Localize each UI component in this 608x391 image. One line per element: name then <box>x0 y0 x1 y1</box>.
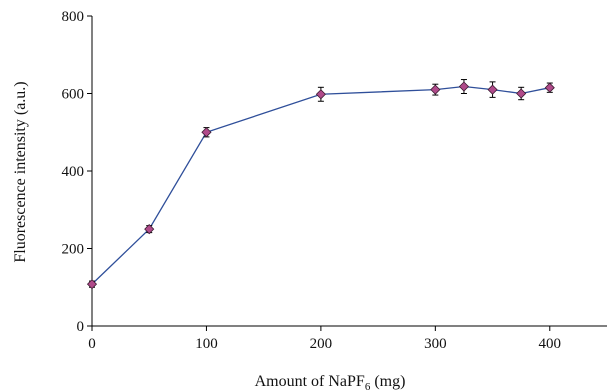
x-axis-title-main: Amount of NaPF <box>255 373 365 390</box>
x-axis-title-suffix: (mg) <box>370 373 405 390</box>
y-tick-label: 0 <box>77 319 85 335</box>
x-tick-label: 100 <box>195 336 218 352</box>
x-tick-label: 0 <box>88 336 96 352</box>
x-tick-label: 400 <box>539 336 562 352</box>
y-tick-label: 200 <box>62 242 85 258</box>
series-group <box>88 80 555 289</box>
y-ticks: 0 200 400 600 800 <box>62 9 93 335</box>
x-axis-title: Amount of NaPF6 (mg) <box>255 373 406 391</box>
y-tick-label: 600 <box>62 87 85 103</box>
data-point <box>488 85 497 94</box>
series-line <box>92 87 550 285</box>
y-tick-label: 800 <box>62 9 85 25</box>
axes <box>92 16 607 326</box>
data-point <box>459 82 468 91</box>
data-point <box>517 89 526 98</box>
data-point <box>202 128 211 137</box>
y-axis-title: Fluorescence intensity (a.u.) <box>12 81 29 262</box>
data-point <box>316 90 325 99</box>
y-tick-label: 400 <box>62 164 85 180</box>
data-point <box>431 85 440 94</box>
data-point <box>545 83 554 92</box>
x-ticks: 0 100 200 300 400 <box>88 326 561 352</box>
x-tick-label: 300 <box>424 336 447 352</box>
x-tick-label: 200 <box>310 336 333 352</box>
